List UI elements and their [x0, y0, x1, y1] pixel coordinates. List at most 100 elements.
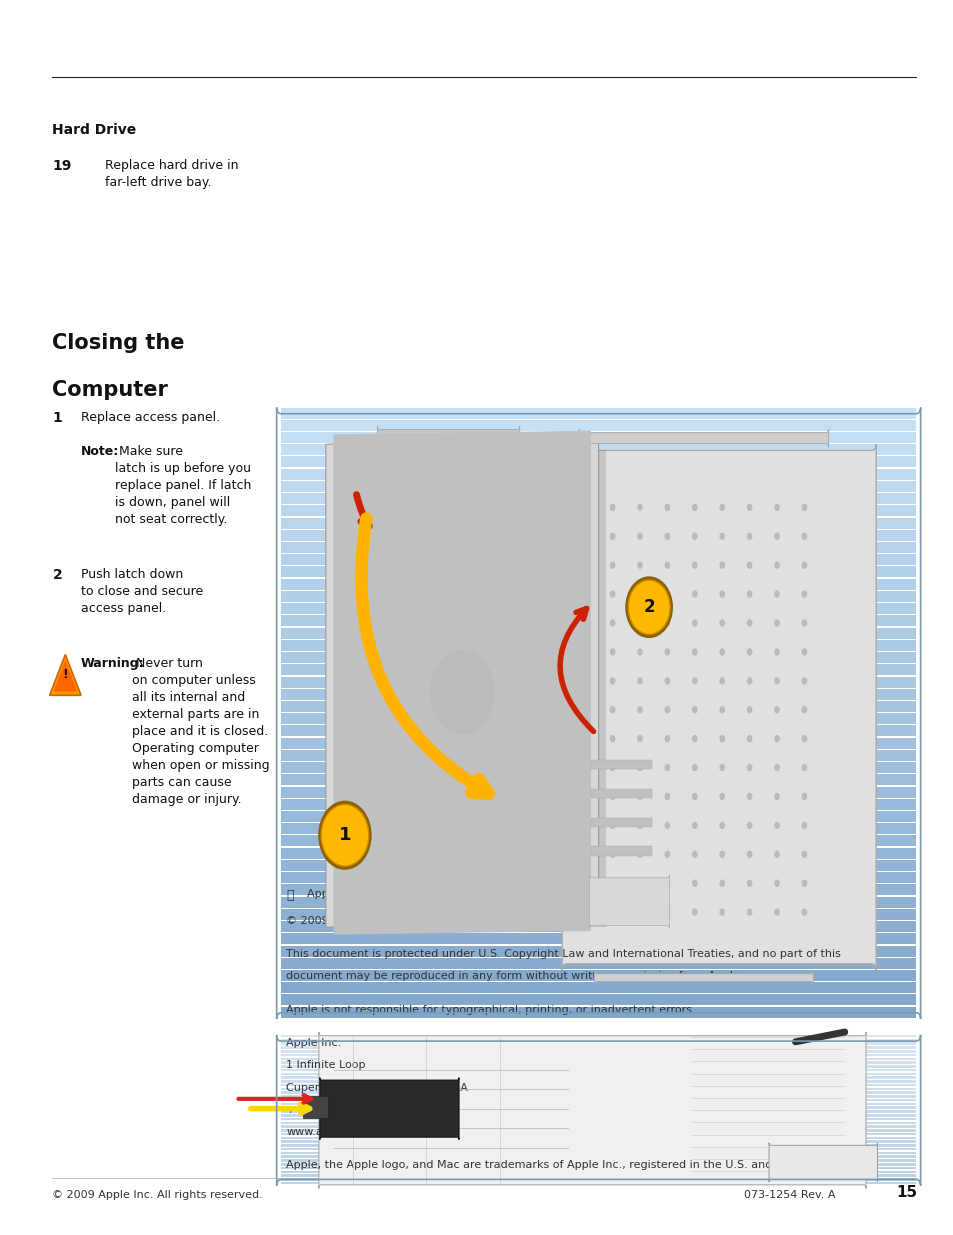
Circle shape — [746, 821, 752, 829]
FancyBboxPatch shape — [377, 426, 519, 451]
Circle shape — [746, 562, 752, 569]
Bar — [281, 445, 915, 456]
Bar — [281, 1039, 915, 1041]
Circle shape — [637, 562, 642, 569]
Circle shape — [691, 735, 697, 742]
Circle shape — [637, 619, 642, 626]
Bar — [281, 1035, 915, 1037]
Bar — [281, 835, 915, 846]
Polygon shape — [334, 451, 606, 927]
Bar — [281, 750, 915, 761]
Bar — [281, 664, 915, 676]
Bar — [281, 1110, 915, 1113]
Bar — [281, 1092, 915, 1094]
Bar — [281, 897, 915, 908]
Text: 2: 2 — [52, 568, 62, 582]
Circle shape — [719, 504, 724, 511]
Bar — [281, 408, 915, 419]
Text: 2: 2 — [642, 598, 655, 616]
Bar — [281, 1118, 915, 1120]
Bar — [281, 787, 915, 798]
Circle shape — [664, 619, 670, 626]
Circle shape — [609, 648, 615, 656]
Circle shape — [801, 821, 806, 829]
Circle shape — [321, 804, 369, 866]
Bar — [281, 1107, 915, 1109]
Bar — [281, 1072, 915, 1076]
Bar — [281, 1171, 915, 1173]
Bar — [281, 603, 915, 614]
Circle shape — [773, 764, 779, 772]
Circle shape — [719, 532, 724, 540]
Circle shape — [609, 851, 615, 858]
Bar — [281, 1144, 915, 1146]
Bar — [281, 493, 915, 504]
Bar — [281, 1068, 915, 1071]
Text: Make sure
latch is up before you
replace panel. If latch
is down, panel will
not: Make sure latch is up before you replace… — [115, 445, 252, 526]
Circle shape — [609, 619, 615, 626]
Bar — [281, 1174, 915, 1177]
Text: Note:: Note: — [81, 445, 119, 458]
Circle shape — [719, 879, 724, 887]
Bar — [281, 1156, 915, 1158]
Circle shape — [719, 590, 724, 598]
Circle shape — [637, 764, 642, 772]
Circle shape — [637, 851, 642, 858]
Text: Hard Drive: Hard Drive — [52, 124, 136, 137]
Bar — [281, 1088, 915, 1091]
Text: 1: 1 — [52, 411, 62, 425]
Circle shape — [773, 909, 779, 916]
FancyBboxPatch shape — [594, 969, 813, 986]
Circle shape — [801, 735, 806, 742]
Circle shape — [664, 648, 670, 656]
Bar — [281, 1077, 915, 1079]
Bar — [281, 1160, 915, 1162]
Bar — [281, 432, 915, 443]
Text: Replace hard drive in
far-left drive bay.: Replace hard drive in far-left drive bay… — [105, 159, 238, 189]
Circle shape — [773, 677, 779, 684]
Circle shape — [746, 764, 752, 772]
Circle shape — [719, 793, 724, 800]
Circle shape — [746, 735, 752, 742]
Circle shape — [773, 793, 779, 800]
Bar — [281, 811, 915, 823]
Circle shape — [637, 504, 642, 511]
Bar — [281, 1125, 915, 1128]
Circle shape — [664, 590, 670, 598]
Circle shape — [801, 677, 806, 684]
Text: www.apple.com: www.apple.com — [286, 1128, 375, 1137]
Circle shape — [609, 590, 615, 598]
Circle shape — [664, 879, 670, 887]
Circle shape — [664, 706, 670, 714]
Circle shape — [664, 735, 670, 742]
Text: Closing the: Closing the — [52, 333, 185, 353]
FancyBboxPatch shape — [319, 1078, 458, 1140]
Bar — [281, 1050, 915, 1052]
Circle shape — [624, 577, 672, 638]
Circle shape — [609, 677, 615, 684]
Circle shape — [773, 735, 779, 742]
Bar — [281, 799, 915, 810]
Circle shape — [773, 562, 779, 569]
Polygon shape — [53, 659, 77, 692]
Circle shape — [664, 909, 670, 916]
FancyArrowPatch shape — [361, 519, 488, 794]
Bar — [591, 789, 652, 798]
Circle shape — [691, 619, 697, 626]
Circle shape — [691, 793, 697, 800]
Bar — [281, 689, 915, 700]
Text: 19: 19 — [52, 159, 71, 173]
Bar — [281, 1095, 915, 1098]
Circle shape — [691, 532, 697, 540]
Text: This document is protected under U.S. Copyright Law and International Treaties, : This document is protected under U.S. Co… — [286, 950, 841, 960]
FancyBboxPatch shape — [561, 445, 875, 969]
Circle shape — [627, 580, 669, 635]
Bar — [281, 555, 915, 566]
Circle shape — [664, 793, 670, 800]
Circle shape — [664, 764, 670, 772]
Circle shape — [664, 851, 670, 858]
Bar — [281, 958, 915, 968]
Circle shape — [773, 879, 779, 887]
Bar — [281, 872, 915, 883]
Circle shape — [773, 619, 779, 626]
